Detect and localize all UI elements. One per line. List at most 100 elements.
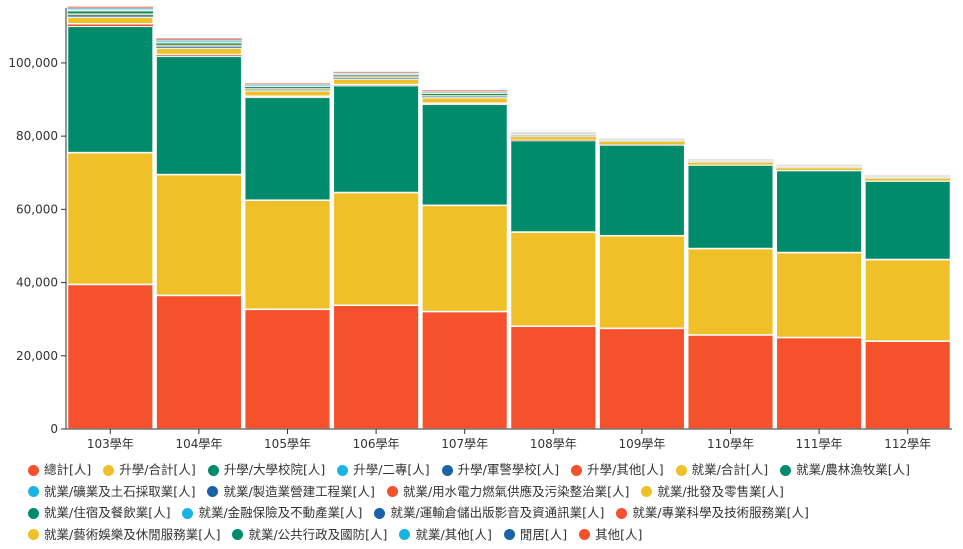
- x-tick-label: 103學年: [87, 437, 134, 451]
- x-tick-label: 107學年: [441, 437, 488, 451]
- x-tick-label: 106學年: [353, 437, 400, 451]
- bar-segment[interactable]: [67, 11, 154, 14]
- bar-segment[interactable]: [686, 334, 775, 430]
- x-tick-label: 108學年: [530, 437, 577, 451]
- bar-segment[interactable]: [509, 139, 597, 233]
- y-tick-label: 20,000: [16, 349, 58, 363]
- bar-segment[interactable]: [155, 47, 243, 56]
- bar-segment[interactable]: [598, 144, 686, 237]
- bar-segment[interactable]: [155, 55, 243, 176]
- stacked-bar-chart: 0 20,000 40,000 60,000 80,000 100,000 103學年 104…: [8, 6, 952, 451]
- bar-segment[interactable]: [421, 310, 509, 430]
- legend-label: 就業/批發及零售業[人]: [657, 483, 784, 499]
- legend-label: 就業/專業科學及技術服務業[人]: [632, 505, 809, 520]
- legend-marker-icon: [103, 464, 115, 476]
- bar-segment[interactable]: [155, 294, 243, 430]
- bar-segment[interactable]: [598, 234, 686, 330]
- legend-item[interactable]: 就業/專業科學及技術服務業[人]: [616, 503, 809, 523]
- bar-segment[interactable]: [686, 247, 775, 336]
- bar-segment[interactable]: [66, 151, 154, 286]
- bar-segment[interactable]: [775, 336, 863, 430]
- legend-marker-icon: [675, 464, 687, 476]
- bar-segment[interactable]: [155, 46, 242, 49]
- legend-item[interactable]: 就業/金融保險及不動產業[人]: [182, 503, 362, 523]
- legend-item[interactable]: 其他[人]: [579, 525, 642, 545]
- x-tick-label: 110學年: [707, 437, 754, 451]
- bar-segment[interactable]: [510, 136, 597, 140]
- bar-segment[interactable]: [155, 38, 242, 40]
- bar-segment[interactable]: [332, 304, 420, 430]
- legend-label: 閒居[人]: [519, 526, 568, 542]
- legend-marker-icon: [28, 464, 39, 476]
- bar-segment[interactable]: [775, 169, 863, 254]
- bar-segment[interactable]: [155, 173, 243, 297]
- legend-label: 升學/二專[人]: [353, 462, 430, 477]
- bar-segment[interactable]: [509, 231, 597, 327]
- legend-item[interactable]: 就業/藝術娛樂及休閒服務業[人]: [28, 525, 220, 545]
- legend-item[interactable]: 就業/公共行政及國防[人]: [232, 525, 387, 545]
- bar-segment[interactable]: [421, 204, 509, 313]
- axes-layer: 0 20,000 40,000 60,000 80,000 100,000 103學年 104…: [8, 8, 952, 451]
- legend-label: 就業/藝術娛樂及休閒服務業[人]: [44, 526, 221, 542]
- bar-segment[interactable]: [67, 6, 154, 8]
- bar-segment[interactable]: [66, 16, 154, 25]
- legend-label: 就業/農林漁牧業[人]: [796, 462, 911, 477]
- legend-item[interactable]: 總計[人]: [28, 460, 91, 480]
- legend-item[interactable]: 升學/大學校院[人]: [207, 460, 325, 480]
- bar-segment[interactable]: [243, 199, 332, 311]
- legend-label: 就業/住宿及餐飲業[人]: [44, 505, 171, 520]
- legend-marker-icon: [616, 507, 628, 519]
- bar-segment[interactable]: [864, 258, 952, 342]
- bar-segment[interactable]: [155, 44, 242, 47]
- legend-item[interactable]: 就業/礦業及土石採取業[人]: [28, 482, 195, 502]
- bar-segment[interactable]: [332, 78, 420, 86]
- legend-label: 升學/合計[人]: [119, 462, 196, 477]
- bar-segment[interactable]: [421, 90, 508, 92]
- legend-marker-icon: [28, 507, 39, 519]
- legend-item[interactable]: 就業/製造業營建工程業[人]: [207, 482, 375, 502]
- legend-item[interactable]: 就業/批發及零售業[人]: [641, 482, 784, 502]
- bar-segment[interactable]: [66, 25, 154, 154]
- legend-marker-icon: [641, 486, 653, 497]
- bar-segment[interactable]: [598, 141, 685, 145]
- bar-segment[interactable]: [243, 308, 332, 430]
- legend-item[interactable]: 就業/運輸倉儲出版影音及資通訊業[人]: [374, 503, 604, 523]
- legend-item[interactable]: 升學/軍警學校[人]: [441, 460, 559, 480]
- bar-segment[interactable]: [155, 42, 242, 46]
- bar-segment[interactable]: [243, 96, 332, 201]
- legend-marker-icon: [207, 486, 219, 497]
- bar-segment[interactable]: [686, 164, 775, 250]
- chart-legend: 總計[人] 升學/合計[人] 升學/大學校院[人] 升學/二專[人] 升學/軍警學校[人…: [28, 460, 948, 546]
- bar-segment[interactable]: [421, 103, 509, 207]
- bar-segment[interactable]: [510, 132, 597, 133]
- legend-label: 其他[人]: [595, 526, 643, 542]
- bar-segment[interactable]: [864, 340, 952, 430]
- bar-segment[interactable]: [864, 180, 952, 261]
- bar-segment[interactable]: [775, 251, 863, 339]
- bar-segment[interactable]: [67, 14, 154, 17]
- legend-item[interactable]: 就業/農林漁牧業[人]: [780, 460, 910, 480]
- legend-item[interactable]: 就業/用水電力燃氣供應及污染整治業[人]: [386, 482, 630, 502]
- legend-label: 就業/礦業及土石採取業[人]: [44, 483, 196, 499]
- legend-item[interactable]: 就業/合計[人]: [675, 460, 768, 480]
- bar-segment[interactable]: [421, 96, 509, 104]
- legend-item[interactable]: 升學/其他[人]: [571, 460, 664, 480]
- legend-item[interactable]: 升學/二專[人]: [337, 460, 430, 480]
- bar-segment[interactable]: [243, 89, 332, 97]
- legend-item[interactable]: 閒居[人]: [503, 525, 568, 545]
- bar-segment[interactable]: [244, 83, 331, 85]
- legend-item[interactable]: 就業/其他[人]: [399, 525, 492, 545]
- legend-label: 就業/用水電力燃氣供應及污染整治業[人]: [402, 483, 630, 499]
- y-tick-label: 0: [50, 422, 58, 436]
- bar-segment[interactable]: [66, 283, 154, 430]
- legend-label: 總計[人]: [44, 462, 92, 477]
- legend-marker-icon: [503, 529, 515, 540]
- bar-segment[interactable]: [509, 325, 597, 430]
- bar-segment[interactable]: [332, 84, 420, 194]
- bar-segment[interactable]: [67, 13, 154, 15]
- bar-segment[interactable]: [332, 191, 420, 307]
- bar-segment[interactable]: [598, 327, 686, 430]
- legend-item[interactable]: 升學/合計[人]: [103, 460, 196, 480]
- bar-segment[interactable]: [333, 71, 420, 73]
- legend-item[interactable]: 就業/住宿及餐飲業[人]: [28, 503, 170, 523]
